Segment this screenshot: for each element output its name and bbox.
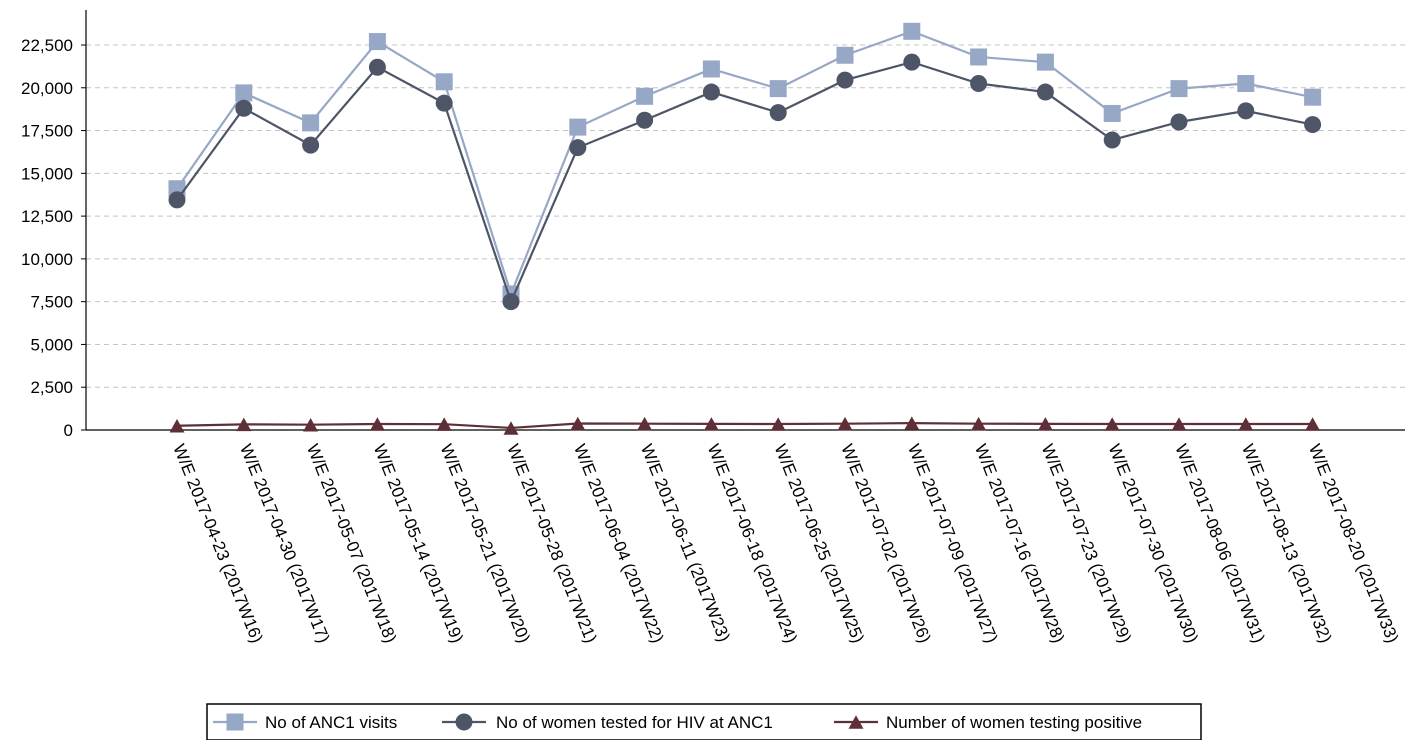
data-point-triangle: [703, 417, 719, 431]
data-point-triangle: [436, 417, 452, 431]
data-point-circle: [636, 111, 654, 129]
data-point-triangle: [1305, 417, 1321, 431]
series-line: [176, 60, 1313, 305]
x-axis-tick-labels: W/E 2017-04-23 (2017W16)W/E 2017-04-30 (…: [169, 441, 1402, 645]
data-point-square: [836, 46, 854, 64]
data-point-circle: [836, 71, 854, 89]
data-point-circle: [302, 136, 320, 154]
data-point-square: [302, 114, 320, 132]
series-line: [176, 422, 1313, 430]
data-point-circle: [1103, 131, 1121, 149]
data-point-triangle: [1238, 417, 1254, 431]
data-point-circle: [903, 53, 921, 71]
series-2: [168, 53, 1322, 311]
data-point-triangle: [169, 418, 185, 433]
y-tick-label: 7,500: [30, 293, 73, 312]
data-point-square: [1170, 80, 1188, 98]
legend-item: No of ANC1 visits: [213, 713, 397, 732]
data-point-square: [1237, 75, 1255, 92]
data-point-circle: [235, 99, 253, 117]
axes: 0 2,500 5,000 7,500 10,000 12,500 15,000 17,500…: [21, 10, 1405, 440]
data-point-square: [769, 80, 787, 98]
legend-label: Number of women testing positive: [886, 713, 1142, 732]
data-point-triangle: [1171, 417, 1187, 431]
data-point-square: [569, 118, 587, 136]
data-point-circle: [368, 58, 386, 76]
data-point-triangle: [848, 715, 864, 729]
data-point-circle: [1304, 116, 1322, 134]
data-point-square: [226, 713, 244, 731]
y-tick-label: 20,000: [21, 79, 73, 98]
legend: No of ANC1 visits No of women tested for …: [206, 703, 1202, 740]
data-point-triangle: [570, 416, 586, 431]
data-point-circle: [1237, 102, 1255, 120]
data-point-square: [1304, 88, 1322, 106]
data-point-circle: [769, 104, 787, 122]
legend-item: No of women tested for HIV at ANC1: [442, 713, 773, 732]
data-point-circle: [435, 94, 453, 112]
y-tick-label: 0: [64, 421, 73, 440]
data-point-circle: [455, 713, 473, 731]
series-line: [176, 30, 1313, 298]
data-point-triangle: [1104, 417, 1120, 431]
data-point-circle: [970, 75, 988, 92]
data-point-circle: [1036, 83, 1054, 101]
data-point-triangle: [904, 416, 920, 430]
y-tick-label: 10,000: [21, 250, 73, 269]
y-tick-label: 5,000: [30, 335, 73, 354]
data-point-square: [903, 22, 921, 40]
data-point-circle: [168, 191, 186, 209]
data-point-square: [368, 33, 386, 51]
data-point-square: [435, 73, 453, 91]
data-point-triangle: [369, 417, 385, 431]
data-point-circle: [569, 139, 587, 157]
data-point-triangle: [770, 417, 786, 431]
gridlines: [86, 44, 1405, 388]
data-point-square: [235, 84, 253, 102]
data-point-triangle: [236, 417, 252, 432]
data-point-triangle: [503, 421, 519, 435]
data-point-square: [1103, 104, 1121, 122]
data-point-square: [702, 60, 720, 78]
data-point-triangle: [303, 417, 319, 432]
data-point-circle: [502, 293, 520, 311]
data-point-triangle: [837, 416, 853, 431]
series-1: [168, 22, 1322, 303]
data-point-square: [636, 87, 654, 105]
y-tick-label: 17,500: [21, 122, 73, 141]
data-point-triangle: [637, 416, 653, 431]
legend-label: No of ANC1 visits: [265, 713, 397, 732]
y-tick-label: 22,500: [21, 36, 73, 55]
legend-box: [206, 703, 1202, 740]
y-tick-label: 2,500: [30, 378, 73, 397]
y-tick-label: 15,000: [21, 164, 73, 183]
data-point-circle: [1170, 113, 1188, 131]
legend-item: Number of women testing positive: [834, 713, 1142, 732]
data-point-triangle: [1037, 417, 1053, 431]
series-3: [169, 416, 1321, 435]
legend-label: No of women tested for HIV at ANC1: [496, 713, 773, 732]
data-point-square: [970, 48, 988, 66]
series: [168, 22, 1322, 435]
y-tick-label: 12,500: [21, 207, 73, 226]
data-point-triangle: [971, 416, 987, 431]
data-point-square: [1036, 53, 1054, 71]
data-point-circle: [702, 83, 720, 101]
